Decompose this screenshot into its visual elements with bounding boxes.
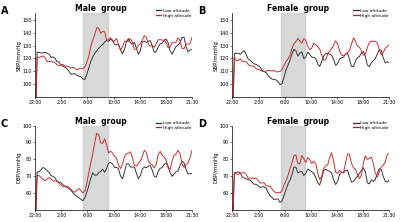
Legend: Low altitude, High altitude: Low altitude, High altitude [156,121,191,130]
Text: A: A [1,6,8,16]
Legend: Low altitude, High altitude: Low altitude, High altitude [156,9,191,18]
Y-axis label: DBP/mmHg: DBP/mmHg [16,152,21,183]
Text: C: C [1,119,8,129]
Title: Female  group: Female group [267,117,329,126]
Title: Female  group: Female group [267,4,329,13]
Legend: Low altitude, High altitude: Low altitude, High altitude [353,121,388,130]
Bar [281,13,305,97]
Y-axis label: SBP/mmHg: SBP/mmHg [214,40,218,71]
Y-axis label: DBP/mmHg: DBP/mmHg [214,152,218,183]
Bar [84,126,108,210]
Title: Male  group: Male group [75,4,127,13]
Bar [281,126,305,210]
Text: B: B [198,6,205,16]
Title: Male  group: Male group [75,117,127,126]
Y-axis label: SBP/mmHg: SBP/mmHg [16,40,21,71]
Bar [84,13,108,97]
Legend: Low altitude, High altitude: Low altitude, High altitude [353,9,388,18]
Text: D: D [198,119,206,129]
